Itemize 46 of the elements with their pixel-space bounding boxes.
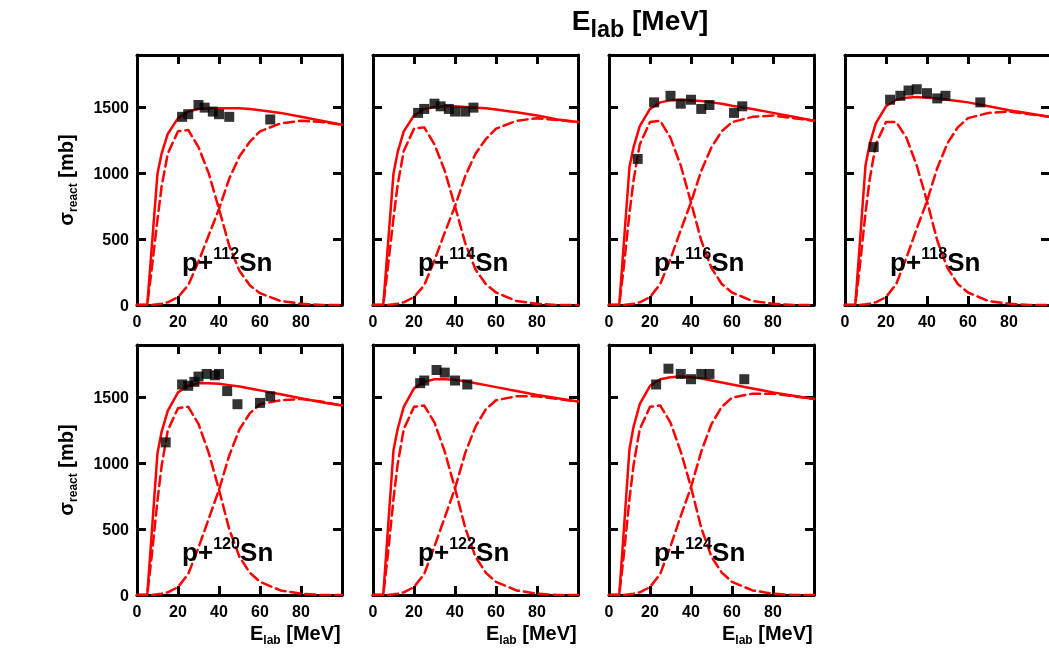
x-tick-label: 20	[641, 602, 659, 620]
x-tick-label: 60	[959, 312, 977, 330]
x-tick-label: 80	[528, 312, 546, 330]
x-tick-label: 60	[487, 312, 505, 330]
y-tick-label: 1000	[93, 164, 130, 182]
x-tick-label: 60	[251, 602, 269, 620]
x-tick-label: 80	[764, 312, 782, 330]
x-tick-label: 60	[487, 602, 505, 620]
x-tick-label: 0	[604, 602, 614, 620]
chart-title: E$_{lab}$ [MeV]	[570, 4, 710, 44]
x-tick-label: 40	[918, 312, 936, 330]
x-tick-label: 20	[877, 312, 895, 330]
x-tick-label: 80	[292, 602, 310, 620]
y-tick-label: 0	[120, 296, 130, 314]
y-tick-label: 1500	[93, 99, 130, 117]
x-tick-label: 0	[604, 312, 614, 330]
x-tick-label: 80	[1000, 312, 1018, 330]
x-tick-label: 40	[446, 602, 464, 620]
x-tick-label: 80	[528, 602, 546, 620]
x-tick-label: 80	[292, 312, 310, 330]
x-tick-label: 80	[764, 602, 782, 620]
y-axis-title: σreact [mb]	[55, 134, 80, 226]
x-tick-label: 60	[723, 602, 741, 620]
x-tick-label: 20	[405, 312, 423, 330]
y-tick-label: 500	[102, 520, 130, 538]
x-tick-label: 40	[682, 602, 700, 620]
x-tick-label: 40	[210, 312, 228, 330]
x-tick-label: 20	[169, 602, 187, 620]
x-tick-label: 0	[368, 602, 378, 620]
y-tick-label: 1500	[93, 389, 130, 407]
x-tick-label: 0	[368, 312, 378, 330]
x-tick-label: 60	[723, 312, 741, 330]
x-tick-label: 40	[682, 312, 700, 330]
y-tick-label: 500	[102, 230, 130, 248]
x-tick-label: 40	[210, 602, 228, 620]
x-tick-label: 0	[840, 312, 850, 330]
x-tick-label: 20	[405, 602, 423, 620]
y-tick-label: 0	[120, 586, 130, 604]
x-tick-label: 0	[132, 312, 142, 330]
x-tick-label: 40	[446, 312, 464, 330]
y-axis-title: σreact [mb]	[55, 424, 80, 516]
x-tick-label: 20	[169, 312, 187, 330]
x-tick-label: 20	[641, 312, 659, 330]
y-tick-label: 1000	[93, 454, 130, 472]
x-tick-label: 0	[132, 602, 142, 620]
x-tick-label: 60	[251, 312, 269, 330]
